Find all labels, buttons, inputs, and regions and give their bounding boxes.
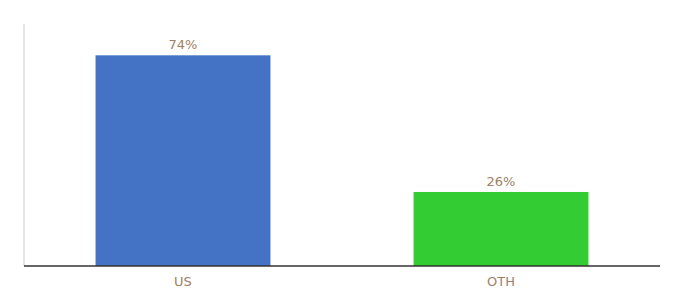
bars (96, 55, 589, 266)
chart: US OTH 74% 26% (0, 0, 680, 300)
data-label: 74% (169, 37, 198, 52)
x-tick-label: US (174, 274, 192, 289)
plot-area: US OTH 74% 26% (24, 24, 660, 289)
bar (414, 192, 589, 266)
x-tick-label: OTH (487, 274, 515, 289)
x-axis-line (24, 265, 660, 267)
data-label: 26% (487, 174, 516, 189)
y-axis-line (24, 24, 25, 266)
bar (96, 55, 271, 266)
chart-container: US OTH 74% 26% (0, 0, 680, 300)
